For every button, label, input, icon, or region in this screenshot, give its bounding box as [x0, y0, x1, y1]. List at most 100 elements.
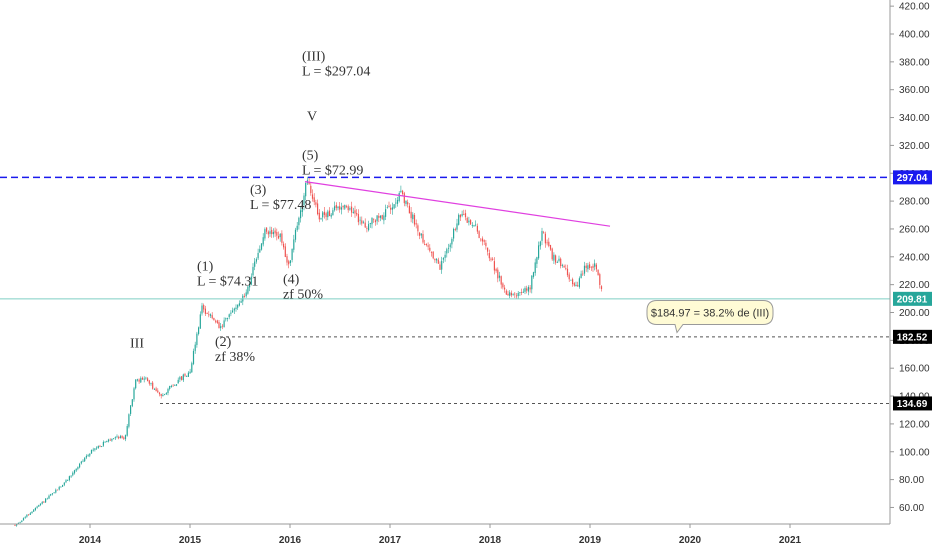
- candle-body: [373, 218, 375, 220]
- candle-body: [497, 269, 499, 279]
- wave-annotation: zf 38%: [215, 350, 255, 365]
- candle-body: [209, 314, 212, 316]
- candle-body: [468, 220, 470, 223]
- candle-body: [238, 303, 240, 306]
- candle-body: [67, 479, 69, 481]
- candle-body: [157, 390, 159, 393]
- candle-body: [487, 247, 489, 252]
- candle-body: [478, 231, 480, 239]
- candle-body: [413, 215, 416, 225]
- wave-annotation: V: [307, 109, 317, 124]
- x-tick-label: 2021: [779, 535, 802, 546]
- y-tick-label: 60.00: [899, 503, 924, 514]
- candle-body: [196, 333, 198, 345]
- callout-balloon[interactable]: [646, 300, 774, 334]
- candle-body: [466, 217, 468, 223]
- y-tick-label: 260.00: [899, 224, 930, 235]
- candle-body: [393, 204, 395, 209]
- candle-body: [395, 202, 397, 204]
- wave-annotation: (2): [215, 335, 232, 350]
- horizontal-levels: [0, 176, 890, 404]
- candle-body: [162, 394, 164, 397]
- candle-body: [53, 492, 55, 494]
- candle-body: [456, 223, 458, 230]
- candle-body: [215, 320, 217, 322]
- wave-annotations: (III)L = $297.04 V (5)L = $72.99 (3)L = $77…: [130, 49, 370, 364]
- candle-body: [374, 220, 376, 223]
- candle-body: [471, 225, 473, 226]
- candle-body: [378, 215, 380, 218]
- candle-body: [419, 232, 421, 236]
- y-tick-label: 280.00: [899, 197, 930, 208]
- candle-body: [255, 259, 257, 262]
- candle-body: [436, 259, 438, 261]
- level-price-label: 297.04: [897, 173, 928, 184]
- candle-body: [94, 448, 96, 450]
- candle-body: [191, 363, 193, 373]
- candle-body: [148, 380, 150, 384]
- candle-body: [220, 326, 222, 329]
- candle-body: [381, 215, 383, 220]
- candle-body: [140, 378, 142, 383]
- candle-body: [589, 264, 591, 269]
- candle-body: [396, 199, 399, 204]
- candle-body: [51, 493, 53, 495]
- candle-body: [424, 243, 426, 245]
- candlestick-series: [14, 176, 603, 527]
- candle-body: [29, 513, 31, 515]
- candle-body: [526, 288, 528, 291]
- candle-body: [515, 295, 518, 297]
- callout-text: $184.97 = 38.2% de (III): [651, 308, 769, 320]
- candle-body: [107, 439, 110, 442]
- candle-body: [495, 269, 497, 272]
- candle-body: [186, 375, 188, 377]
- candle-body: [556, 262, 558, 264]
- candle-body: [152, 382, 154, 389]
- candle-body: [68, 476, 70, 481]
- wave-annotation: (III): [302, 49, 326, 64]
- candle-body: [407, 202, 409, 205]
- candle-body: [369, 223, 371, 224]
- candle-body: [532, 272, 535, 277]
- candle-body: [243, 296, 246, 297]
- candle-body: [96, 447, 98, 449]
- candle-body: [566, 268, 569, 276]
- candle-body: [106, 441, 108, 443]
- candle-body: [415, 223, 417, 225]
- candle-body: [442, 258, 444, 260]
- wave-annotation: (3): [250, 183, 267, 198]
- candle-body: [116, 436, 118, 438]
- y-tick-label: 240.00: [899, 252, 930, 263]
- candle-body: [194, 344, 196, 351]
- y-tick-label: 400.00: [899, 30, 930, 41]
- candle-body: [260, 243, 263, 250]
- candle-body: [449, 244, 451, 248]
- candle-body: [75, 468, 77, 471]
- y-tick-label: 100.00: [899, 447, 930, 458]
- x-tick-label: 2015: [179, 535, 202, 546]
- candle-body: [441, 260, 443, 270]
- candle-body: [126, 426, 128, 436]
- candle-body: [364, 222, 366, 228]
- candle-body: [203, 305, 205, 310]
- candle-body: [427, 245, 429, 247]
- candle-body: [158, 392, 161, 395]
- candle-body: [417, 225, 419, 232]
- candle-body: [281, 233, 283, 243]
- candle-body: [90, 449, 93, 454]
- candle-body: [56, 489, 59, 491]
- candle-body: [230, 312, 232, 314]
- candle-body: [296, 225, 298, 230]
- candle-body: [252, 266, 254, 276]
- candle-body: [582, 273, 584, 275]
- trendline[interactable]: [304, 181, 611, 227]
- candle-body: [269, 231, 271, 234]
- candle-body: [172, 385, 174, 387]
- candle-body: [323, 211, 325, 215]
- x-axis-ticks[interactable]: 2014 2015 2016 2017 2018 2019 2020 2021: [79, 524, 802, 546]
- candle-body: [509, 292, 511, 296]
- candle-body: [361, 220, 363, 224]
- candle-body: [218, 322, 220, 329]
- level-price-tag: [893, 291, 932, 306]
